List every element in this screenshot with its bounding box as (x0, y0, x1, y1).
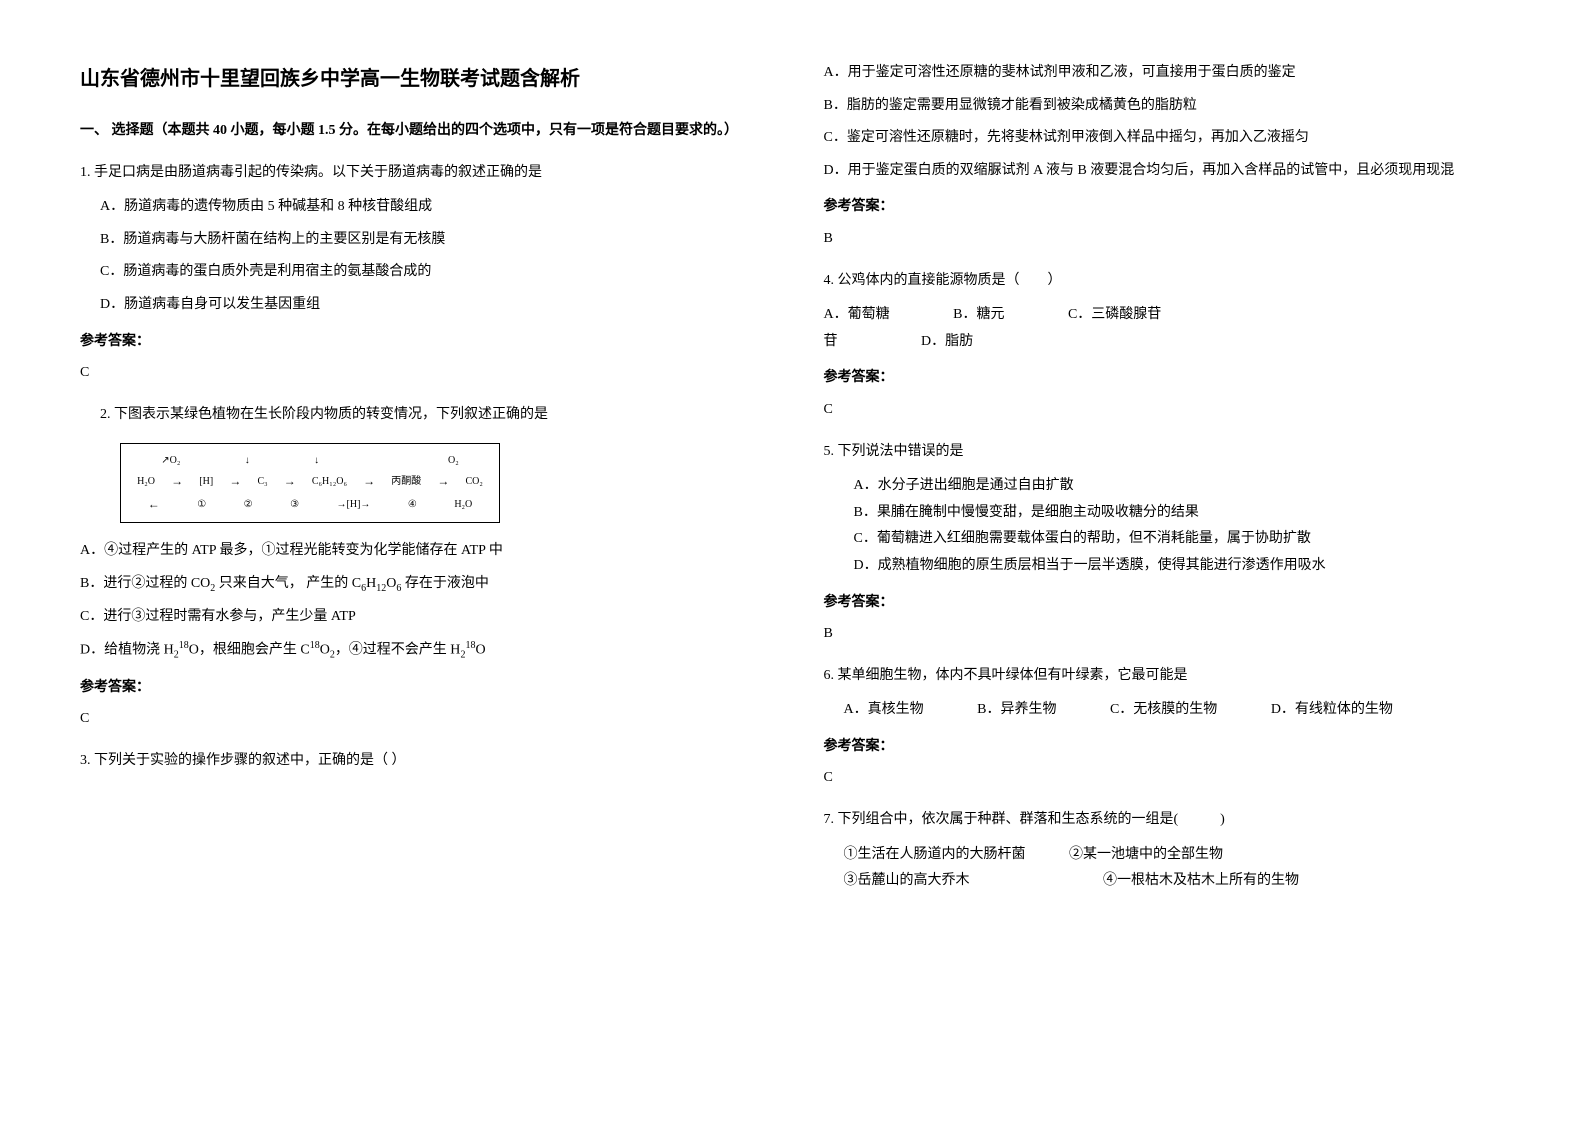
diagram-row-bottom: ← ① ② ③ →[H]→ ④ H₂O (129, 493, 491, 516)
q5-option-d: D．成熟植物细胞的原生质层相当于一层半透膜，使得其能进行渗透作用吸水 (824, 553, 1508, 580)
q4-option-a: A．葡萄糖 (824, 302, 890, 329)
diagram-o2-right: O₂ (448, 451, 459, 470)
q4-answer-label: 参考答案： (824, 365, 1508, 392)
q4-text: 4. 公鸡体内的直接能源物质是（ ） (824, 268, 1508, 295)
question-5: 5. 下列说法中错误的是 A．水分子进出细胞是通过自由扩散 B．果脯在腌制中慢慢… (824, 439, 1508, 648)
diagram-back-arrow: ← (148, 493, 160, 516)
q6-answer-label: 参考答案： (824, 734, 1508, 761)
q1-option-d: D．肠道病毒自身可以发生基因重组 (80, 292, 764, 319)
diagram-h: [H] (199, 472, 213, 491)
q5-answer-label: 参考答案： (824, 590, 1508, 617)
q4-options-row2: 苷 D．脂肪 (824, 329, 1508, 356)
q1-option-c: C．肠道病毒的蛋白质外壳是利用宿主的氨基酸合成的 (80, 259, 764, 286)
diagram-arrow-down: ↓ (245, 451, 250, 470)
question-2: 2. 下图表示某绿色植物在生长阶段内物质的转变情况，下列叙述正确的是 ↗O₂ ↓… (80, 402, 764, 733)
q6-answer: C (824, 765, 1508, 792)
question-6: 6. 某单细胞生物，体内不具叶绿体但有叶绿素，它最可能是 A．真核生物 B．异养… (824, 663, 1508, 792)
q4-answer: C (824, 397, 1508, 424)
diagram-bing: 丙酮酸 (391, 472, 421, 491)
q6-text: 6. 某单细胞生物，体内不具叶绿体但有叶绿素，它最可能是 (824, 663, 1508, 690)
diagram-o2-left: ↗O₂ (161, 451, 180, 470)
question-7: 7. 下列组合中，依次属于种群、群落和生态系统的一组是( ) ①生活在人肠道内的… (824, 807, 1508, 895)
q2-option-c: C．进行③过程时需有水参与，产生少量 ATP (80, 604, 764, 631)
q1-answer-label: 参考答案： (80, 329, 764, 356)
question-1: 1. 手足口病是由肠道病毒引起的传染病。以下关于肠道病毒的叙述正确的是 A．肠道… (80, 160, 764, 387)
q5-option-c: C．葡萄糖进入红细胞需要载体蛋白的帮助，但不消耗能量，属于协助扩散 (824, 526, 1508, 553)
section-header: 一、 选择题（本题共 40 小题，每小题 1.5 分。在每小题给出的四个选项中，… (80, 118, 764, 145)
q5-option-a: A．水分子进出细胞是通过自由扩散 (824, 473, 1508, 500)
q3-option-b: B．脂肪的鉴定需要用显微镜才能看到被染成橘黄色的脂肪粒 (824, 93, 1508, 120)
q7-opt2: ②某一池塘中的全部生物 (1069, 842, 1223, 869)
diagram-c3: C₃ (257, 472, 267, 491)
q3-answer: B (824, 226, 1508, 253)
diagram-arrow3: → (284, 470, 296, 493)
q5-option-b: B．果脯在腌制中慢慢变甜，是细胞主动吸收糖分的结果 (824, 500, 1508, 527)
q6-options: A．真核生物 B．异养生物 C．无核膜的生物 D．有线粒体的生物 (824, 697, 1508, 724)
q2-option-a: A．④过程产生的 ATP 最多，①过程光能转变为化学能储存在 ATP 中 (80, 538, 764, 565)
diagram-n3: ③ (290, 495, 299, 514)
q2-text: 2. 下图表示某绿色植物在生长阶段内物质的转变情况，下列叙述正确的是 (80, 402, 764, 429)
q6-option-c: C．无核膜的生物 (1110, 697, 1217, 724)
q4-suffix: 苷 (824, 334, 838, 349)
q2-answer-label: 参考答案： (80, 675, 764, 702)
diagram-row-top: ↗O₂ ↓ ↓ O₂ (129, 451, 491, 470)
diagram-n2: ② (244, 495, 253, 514)
q6-option-d: D．有线粒体的生物 (1271, 697, 1393, 724)
q4-options-row1: A．葡萄糖 B．糖元 C．三磷酸腺苷 (824, 302, 1508, 329)
q3-option-a: A．用于鉴定可溶性还原糖的斐林试剂甲液和乙液，可直接用于蛋白质的鉴定 (824, 60, 1508, 87)
diagram-arrow2: → (229, 470, 241, 493)
document-title: 山东省德州市十里望回族乡中学高一生物联考试题含解析 (80, 60, 764, 98)
q6-option-b: B．异养生物 (977, 697, 1056, 724)
q3-option-c: C．鉴定可溶性还原糖时，先将斐林试剂甲液倒入样品中摇匀，再加入乙液摇匀 (824, 125, 1508, 152)
question-3-continued: A．用于鉴定可溶性还原糖的斐林试剂甲液和乙液，可直接用于蛋白质的鉴定 B．脂肪的… (824, 60, 1508, 253)
q7-opt4: ④一根枯木及枯木上所有的生物 (1103, 868, 1299, 895)
q7-opt1: ①生活在人肠道内的大肠杆菌 (844, 842, 1026, 869)
left-column: 山东省德州市十里望回族乡中学高一生物联考试题含解析 一、 选择题（本题共 40 … (80, 60, 764, 905)
diagram-row-main: H₂O → [H] → C₃ → C₆H₁₂O₆ → 丙酮酸 → CO₂ (129, 470, 491, 493)
question-4: 4. 公鸡体内的直接能源物质是（ ） A．葡萄糖 B．糖元 C．三磷酸腺苷 苷 … (824, 268, 1508, 424)
diagram-h2o-right: H₂O (454, 495, 472, 514)
q7-opt3: ③岳麓山的高大乔木 (844, 868, 970, 895)
q6-option-a: A．真核生物 (844, 697, 924, 724)
q1-option-b: B．肠道病毒与大肠杆菌在结构上的主要区别是有无核膜 (80, 227, 764, 254)
q4-option-b: B．糖元 (953, 302, 1004, 329)
q3-answer-label: 参考答案： (824, 194, 1508, 221)
q1-text: 1. 手足口病是由肠道病毒引起的传染病。以下关于肠道病毒的叙述正确的是 (80, 160, 764, 187)
q7-text: 7. 下列组合中，依次属于种群、群落和生态系统的一组是( ) (824, 807, 1508, 834)
q1-answer: C (80, 360, 764, 387)
q2-diagram: ↗O₂ ↓ ↓ O₂ H₂O → [H] → C₃ → C₆H₁₂O₆ → 丙酮… (120, 443, 500, 523)
diagram-c6: C₆H₁₂O₆ (312, 472, 347, 491)
q3-option-d: D．用于鉴定蛋白质的双缩脲试剂 A 液与 B 液要混合均匀后，再加入含样品的试管… (824, 158, 1508, 185)
q2-answer: C (80, 706, 764, 733)
q7-row2: ③岳麓山的高大乔木 ④一根枯木及枯木上所有的生物 (824, 868, 1508, 895)
right-column: A．用于鉴定可溶性还原糖的斐林试剂甲液和乙液，可直接用于蛋白质的鉴定 B．脂肪的… (824, 60, 1508, 905)
diagram-arrow4: → (363, 470, 375, 493)
diagram-h-bottom: →[H]→ (337, 495, 371, 514)
q1-option-a: A．肠道病毒的遗传物质由 5 种碱基和 8 种核苷酸组成 (80, 194, 764, 221)
diagram-arrow1: → (171, 470, 183, 493)
diagram-co2: CO₂ (466, 472, 483, 491)
diagram-arrow5: → (437, 470, 449, 493)
q2-option-b: B．进行②过程的 CO2 只来自大气， 产生的 C6H12O6 存在于液泡中 (80, 571, 764, 598)
q4-option-d: D．脂肪 (921, 329, 973, 356)
diagram-h2o: H₂O (137, 472, 155, 491)
q2-option-d: D．给植物浇 H218O，根细胞会产生 C18O2，④过程不会产生 H218O (80, 636, 764, 664)
diagram-n1: ① (197, 495, 206, 514)
diagram-arrow-down2: ↓ (314, 451, 319, 470)
q3-text: 3. 下列关于实验的操作步骤的叙述中，正确的是（ ） (80, 748, 764, 775)
q5-answer: B (824, 621, 1508, 648)
q7-row1: ①生活在人肠道内的大肠杆菌 ②某一池塘中的全部生物 (824, 842, 1508, 869)
diagram-n4: ④ (408, 495, 417, 514)
q4-option-c: C．三磷酸腺苷 (1068, 302, 1161, 329)
diagram-content: ↗O₂ ↓ ↓ O₂ H₂O → [H] → C₃ → C₆H₁₂O₆ → 丙酮… (121, 443, 499, 524)
q5-text: 5. 下列说法中错误的是 (824, 439, 1508, 466)
